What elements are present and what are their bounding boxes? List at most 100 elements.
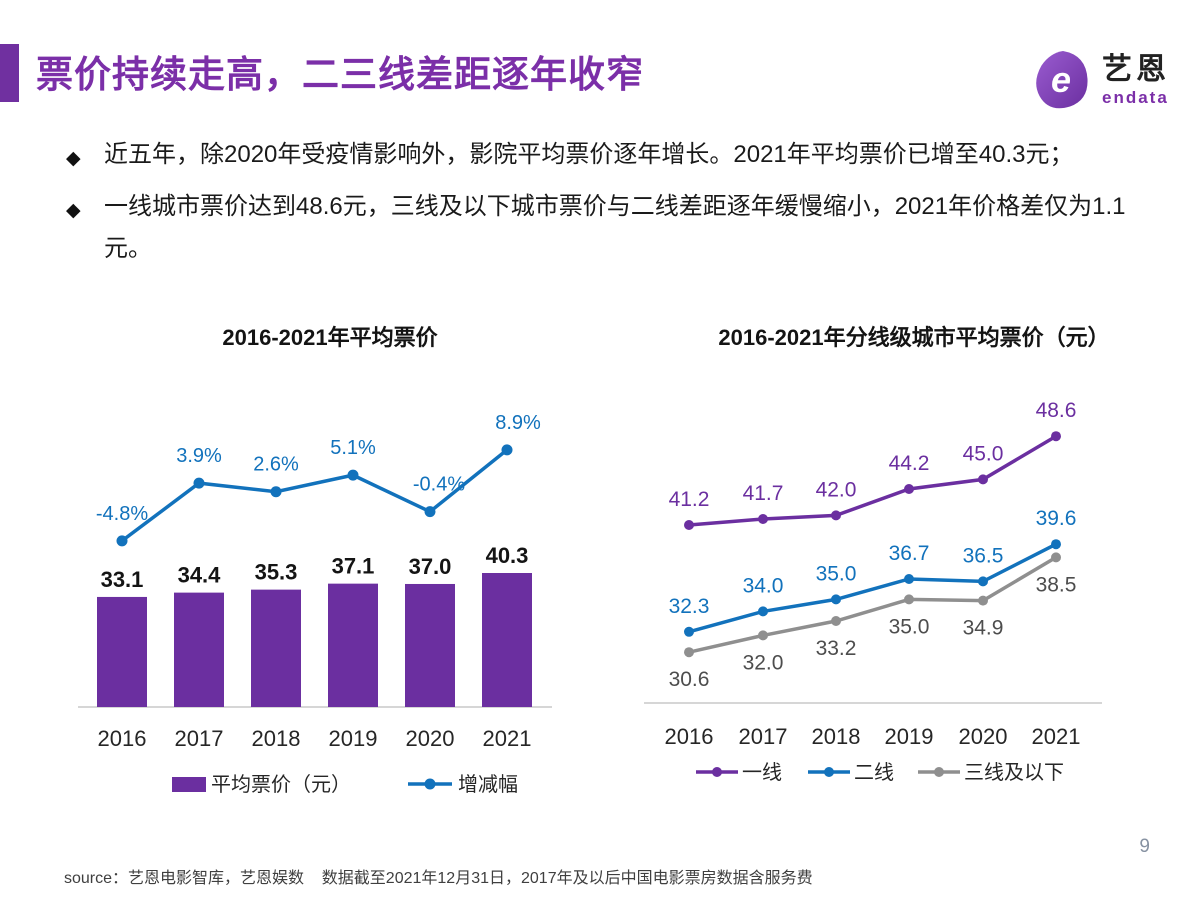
bar-2017	[174, 592, 224, 707]
endata-logo-icon: e	[1036, 51, 1088, 109]
page-number: 9	[1139, 836, 1150, 857]
tier2-point-2021	[1051, 552, 1061, 563]
svg-text:e: e	[1051, 59, 1071, 100]
growth-value-label: 3.9%	[176, 445, 222, 467]
bullet-item: ◆ 一线城市票价达到48.6元，三线及以下城市票价与二线差距逐年缓慢缩小，202…	[66, 186, 1128, 271]
tier-value-label: 32.0	[743, 651, 784, 674]
legend-label-2: 三线及以下	[964, 761, 1064, 784]
tier-value-label: 34.9	[963, 617, 1004, 640]
tier-value-label: 35.0	[889, 615, 930, 638]
tier2-point-2020	[978, 595, 988, 606]
tier1-point-2020	[978, 576, 988, 587]
tier1-point-2021	[1051, 539, 1061, 550]
bar-value-label: 34.4	[178, 563, 222, 588]
growth-point-2021	[501, 444, 513, 456]
legend-dot-1	[824, 767, 834, 777]
bar-2021	[482, 573, 532, 707]
tier-value-label: 30.6	[669, 668, 710, 691]
tier1-point-2016	[684, 626, 694, 637]
tier0-point-2021	[1051, 431, 1061, 442]
bar-value-label: 40.3	[486, 543, 529, 568]
tier-value-label: 44.2	[889, 452, 930, 475]
tier-value-label: 42.0	[816, 478, 857, 501]
bar-value-label: 37.0	[409, 554, 452, 579]
bar-2018	[251, 589, 301, 707]
growth-rate-line	[120, 448, 509, 543]
legend-dot-0	[712, 767, 722, 777]
tier-value-label: 41.7	[743, 482, 784, 505]
tier0-point-2017	[758, 514, 768, 524]
tier1-point-2018	[831, 594, 841, 605]
tier2-point-2016	[684, 647, 694, 658]
tier0-point-2016	[684, 520, 694, 530]
city-tier-chart: 41.2 41.7 42.0 44.2 45.0 48.6 32.3 34.0 35.0 36.7…	[644, 399, 1102, 784]
legend-bar-swatch	[172, 777, 206, 792]
tier-value-label: 36.5	[963, 544, 1004, 567]
bar-2019	[328, 583, 378, 707]
x-tick-label: 2016	[665, 724, 714, 749]
legend-bar-label: 平均票价（元）	[211, 773, 351, 796]
tier0-point-2019	[904, 484, 914, 494]
tier-value-label: 39.6	[1036, 507, 1077, 530]
bar-value-label: 35.3	[255, 560, 298, 585]
growth-value-label: 2.6%	[253, 454, 299, 476]
tier0-point-2018	[831, 510, 841, 521]
tier-value-label: 36.7	[889, 542, 930, 565]
city-tier-chart-panel: 2016-2021年分线级城市平均票价（元） 41.2 41.7 42.0 44.2 4…	[636, 320, 1192, 810]
growth-point-2020	[424, 506, 436, 518]
city-tier-chart-title: 2016-2021年分线级城市平均票价（元）	[718, 325, 1110, 350]
x-tick-label: 2020	[959, 724, 1008, 749]
tier2-point-2018	[831, 616, 841, 626]
diamond-bullet-icon: ◆	[66, 148, 81, 169]
footer: source：艺恩电影智库，艺恩娱数 数据截至2021年12月31日，2017年…	[64, 828, 813, 900]
x-tick-label: 2017	[739, 724, 788, 749]
x-tick-label: 2019	[329, 726, 378, 751]
tier-line-1	[688, 542, 1057, 634]
tier-value-label: 33.2	[816, 637, 857, 660]
logo-brand-cn: 艺恩	[1102, 53, 1170, 87]
growth-point-2019	[347, 469, 359, 481]
tier1-point-2019	[904, 574, 914, 584]
growth-point-2016	[116, 535, 128, 547]
tier0-point-2020	[978, 474, 988, 485]
growth-value-label: 5.1%	[330, 437, 376, 459]
tier-line-0	[688, 434, 1057, 527]
tier-line-2	[688, 555, 1057, 654]
growth-point-2018	[270, 486, 282, 498]
tier-value-label: 45.0	[963, 442, 1004, 465]
growth-value-label: -4.8%	[96, 503, 148, 525]
title-accent-bar	[0, 44, 19, 102]
page-title: 票价持续走高，二三线差距逐年收窄	[36, 54, 644, 95]
x-tick-label: 2018	[812, 724, 861, 749]
legend-line-dot	[424, 778, 436, 790]
logo-text: 艺恩 endata	[1102, 54, 1170, 106]
x-tick-label: 2021	[483, 726, 532, 751]
legend-label-1: 二线	[854, 761, 894, 784]
tier-value-label: 35.0	[816, 562, 857, 585]
bullet-list: ◆ 近五年，除2020年受疫情影响外，影院平均票价逐年增长。2021年平均票价已…	[66, 134, 1128, 280]
tier-value-label: 41.2	[669, 488, 710, 511]
bullet-text: 近五年，除2020年受疫情影响外，影院平均票价逐年增长。2021年平均票价已增至…	[104, 141, 1074, 168]
diamond-bullet-icon: ◆	[66, 199, 81, 221]
avg-price-chart-title: 2016-2021年平均票价	[222, 325, 438, 350]
legend-dot-2	[934, 767, 944, 777]
footer-source: source：艺恩电影智库，艺恩娱数 数据截至2021年12月31日，2017年…	[64, 870, 813, 887]
x-tick-label: 2018	[252, 726, 301, 751]
x-tick-label: 2017	[175, 726, 224, 751]
tier-value-label: 38.5	[1036, 573, 1077, 596]
avg-price-chart-panel: 2016-2021年平均票价 33.1 34.4 35.3 37.1 37.0 40.3 -…	[60, 320, 600, 810]
bar-2020	[405, 583, 455, 707]
endata-logo: e 艺恩 endata	[1030, 48, 1170, 112]
logo-brand-en: endata	[1102, 87, 1169, 107]
legend-label-0: 一线	[742, 761, 782, 784]
growth-value-label: 8.9%	[495, 412, 541, 434]
tier-value-label: 34.0	[743, 574, 784, 597]
x-tick-label: 2016	[98, 726, 147, 751]
bar-value-label: 37.1	[332, 554, 375, 579]
x-tick-label: 2019	[885, 724, 934, 749]
tier1-point-2017	[758, 606, 768, 617]
bar-value-label: 33.1	[101, 567, 144, 592]
legend-line-label: 增减幅	[458, 773, 518, 796]
bullet-text: 一线城市票价达到48.6元，三线及以下城市票价与二线差距逐年缓慢缩小，2021年…	[104, 192, 1126, 263]
